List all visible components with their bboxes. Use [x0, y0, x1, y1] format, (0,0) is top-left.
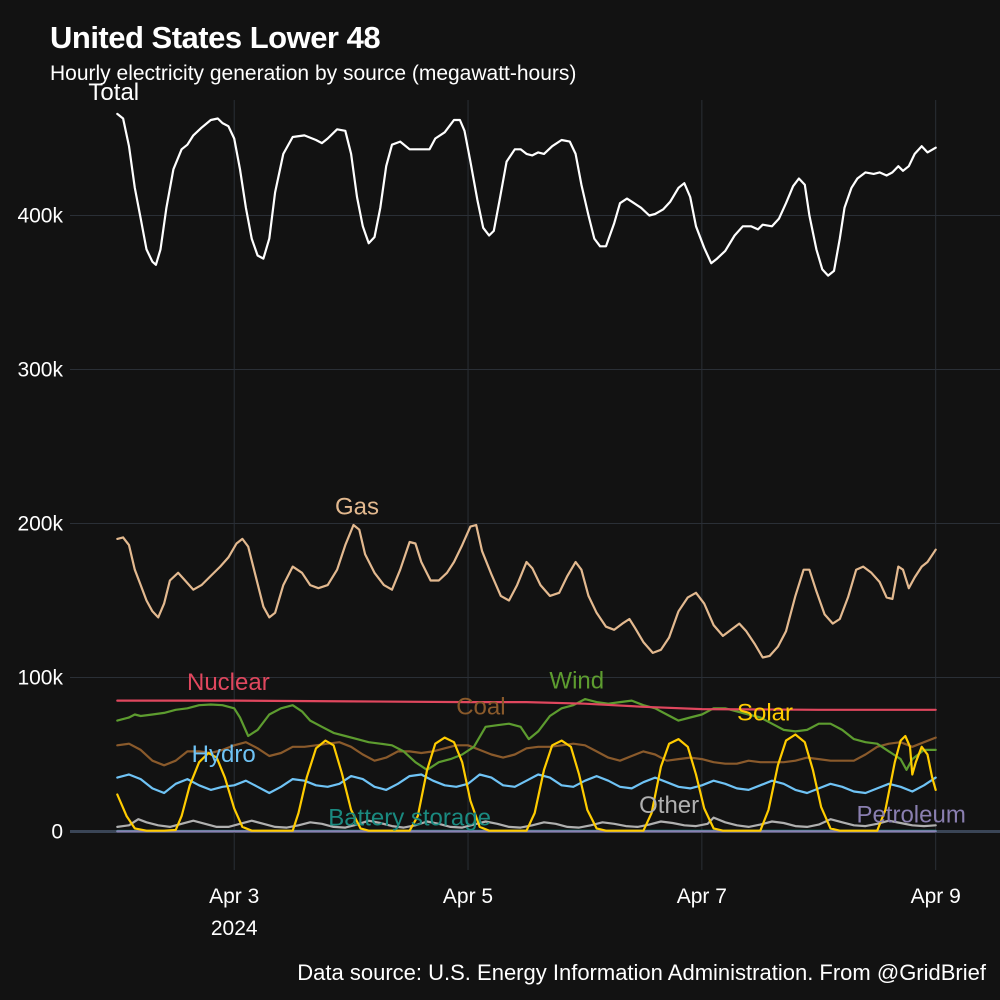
series-line-gas — [116, 523, 937, 659]
x-tick-label: Apr 9 — [911, 885, 961, 908]
series-label-coal: Coal — [456, 693, 505, 720]
x-tick-label: Apr 7 — [677, 885, 727, 908]
series-line-coal — [116, 736, 937, 767]
series-label-nuclear: Nuclear — [187, 669, 270, 696]
series-label-other: Other — [639, 792, 699, 819]
y-tick-label: 300k — [17, 359, 63, 382]
data-source-caption: Data source: U.S. Energy Information Adm… — [297, 960, 986, 985]
y-tick-label: 0 — [51, 821, 63, 844]
y-tick-label: 400k — [17, 205, 63, 228]
series-line-nuclear — [116, 699, 937, 711]
y-tick-label: 100k — [17, 667, 63, 690]
chart-subtitle: Hourly electricity generation by source … — [50, 62, 577, 85]
series-line-hydro — [116, 773, 937, 795]
series-line-wind — [116, 698, 937, 771]
y-tick-label: 200k — [17, 513, 63, 536]
series-label-gas: Gas — [335, 493, 379, 520]
series-label-petroleum: Petroleum — [856, 801, 965, 828]
series-line-solar — [116, 733, 937, 832]
series-label-hydro: Hydro — [192, 741, 256, 768]
series-line-other — [116, 816, 937, 829]
series-line-total — [116, 112, 937, 277]
series-label-battery-storage: Battery storage — [328, 804, 491, 831]
x-tick-label: Apr 3 — [209, 885, 259, 908]
x-tick-sublabel: 2024 — [211, 917, 258, 940]
series-label-wind: Wind — [549, 667, 604, 694]
series-label-solar: Solar — [737, 700, 793, 727]
x-tick-label: Apr 5 — [443, 885, 493, 908]
series-label-total: Total — [88, 79, 139, 106]
chart-title: United States Lower 48 — [50, 20, 381, 55]
